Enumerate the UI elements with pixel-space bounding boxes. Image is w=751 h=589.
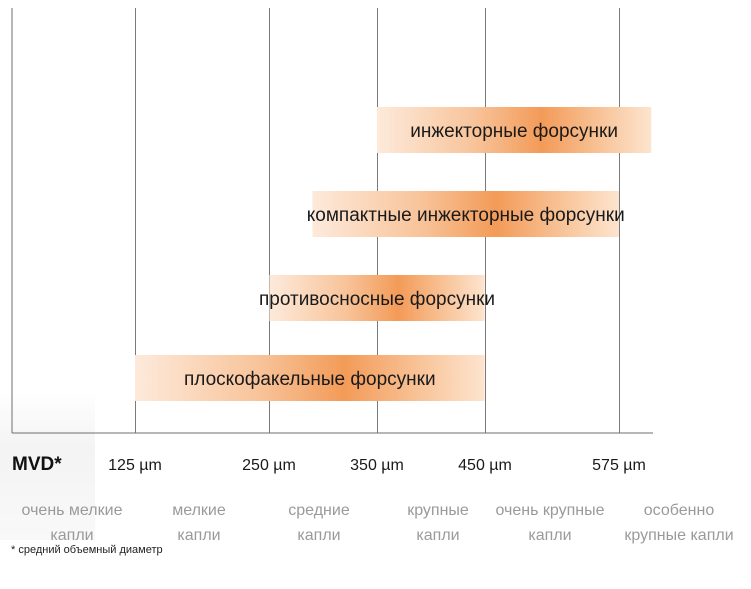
x-tick-label: 350 µm [350,457,404,474]
droplet-category-label: крупные [407,502,469,519]
range-bar [377,107,652,153]
footnote: * средний объемный диаметр [11,544,163,556]
x-tick-label: 250 µm [242,457,296,474]
droplet-category-label: средние [288,502,350,519]
droplet-category-label: мелкие [172,502,226,519]
range-bar-label: инжекторные форсунки [410,121,618,142]
droplet-category-label: очень мелкие [22,502,123,519]
range-bar-label: компактные инжекторные форсунки [307,205,625,226]
droplet-category-label: особенно [644,502,715,519]
left-shade [0,390,95,540]
range-bar [269,275,485,321]
range-bar [312,191,619,237]
x-tick-label: 450 µm [458,457,512,474]
droplet-category-label: капли [50,527,93,544]
range-bar [135,355,485,401]
droplet-category-label: капли [416,527,459,544]
x-tick-label: 575 µm [592,457,646,474]
x-tick-label: 125 µm [108,457,162,474]
droplet-category-label: крупные капли [624,527,733,544]
droplet-category-label: очень крупные [495,502,604,519]
range-bar-label: плоскофакельные форсунки [184,369,436,390]
range-bar-label: противосносные форсунки [259,289,495,310]
droplet-category-label: капли [297,527,340,544]
x-axis-label: MVD* [12,454,62,475]
droplet-category-label: капли [528,527,571,544]
droplet-category-label: капли [177,527,220,544]
